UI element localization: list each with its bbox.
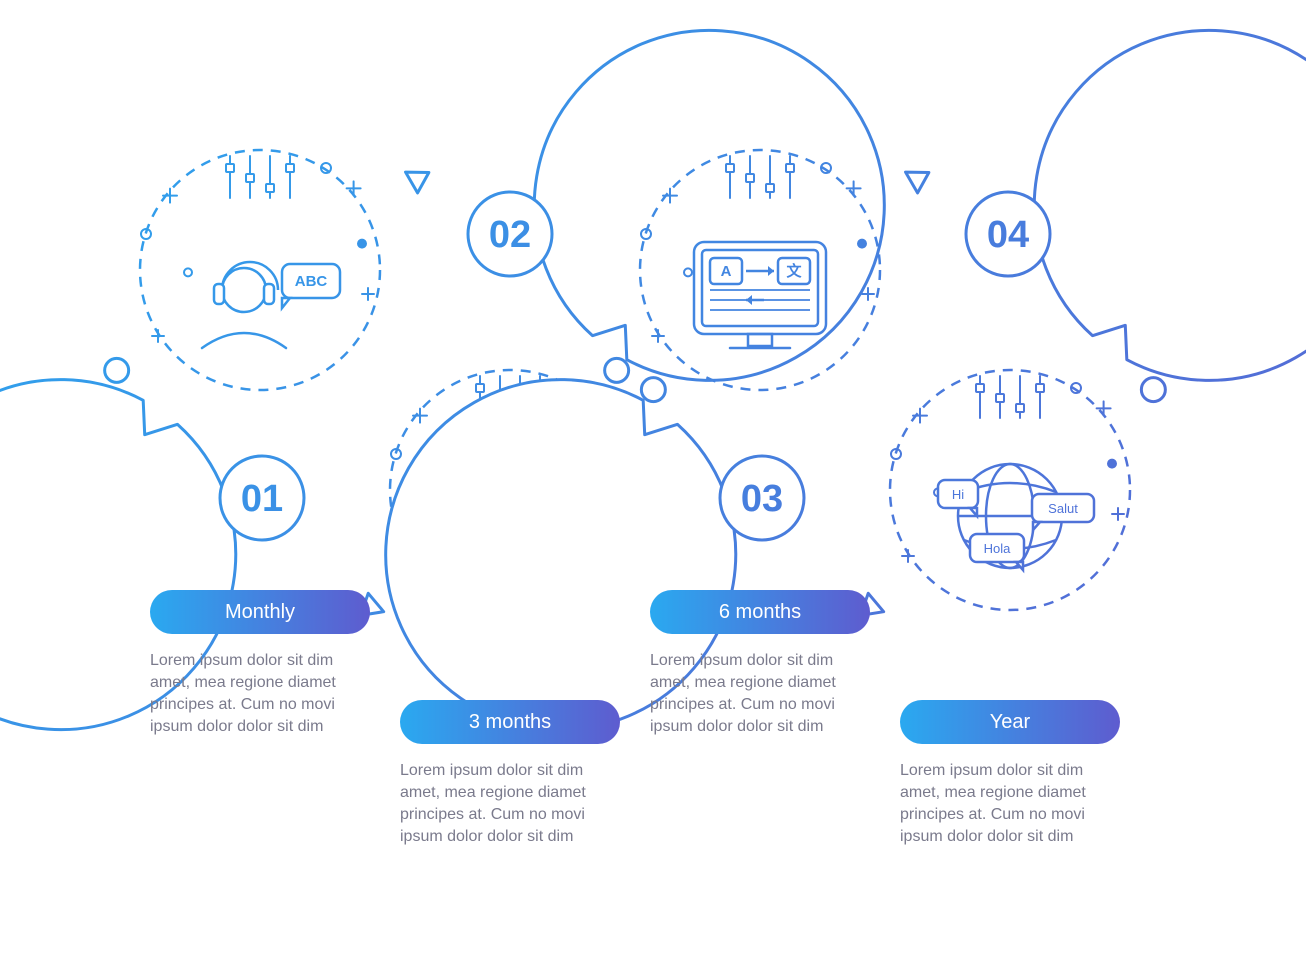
- title-pill-3: 6 months: [650, 590, 870, 634]
- svg-text:Hi: Hi: [952, 487, 964, 502]
- step-1: ABC 01: [0, 150, 429, 730]
- step-number-1: 01: [241, 478, 283, 520]
- step-4: Hi Salut Hola 04: [861, 30, 1306, 615]
- svg-text:A: A: [721, 263, 732, 280]
- description-4: Lorem ipsum dolor sit dim amet, mea regi…: [900, 760, 1120, 848]
- description-1: Lorem ipsum dolor sit dim amet, mea regi…: [150, 650, 370, 738]
- svg-text:ABC: ABC: [295, 273, 328, 290]
- title-pill-4: Year: [900, 700, 1120, 744]
- title-pill-2: 3 months: [400, 700, 620, 744]
- step-number-3: 03: [741, 478, 783, 520]
- description-2: Lorem ipsum dolor sit dim amet, mea regi…: [400, 760, 620, 848]
- svg-text:Hola: Hola: [984, 541, 1012, 556]
- description-3: Lorem ipsum dolor sit dim amet, mea regi…: [650, 650, 870, 738]
- svg-text:文: 文: [786, 262, 802, 280]
- title-pill-1: Monthly: [150, 590, 370, 634]
- step-number-4: 04: [987, 214, 1029, 256]
- svg-text:Salut: Salut: [1048, 501, 1078, 516]
- step-number-2: 02: [489, 214, 531, 256]
